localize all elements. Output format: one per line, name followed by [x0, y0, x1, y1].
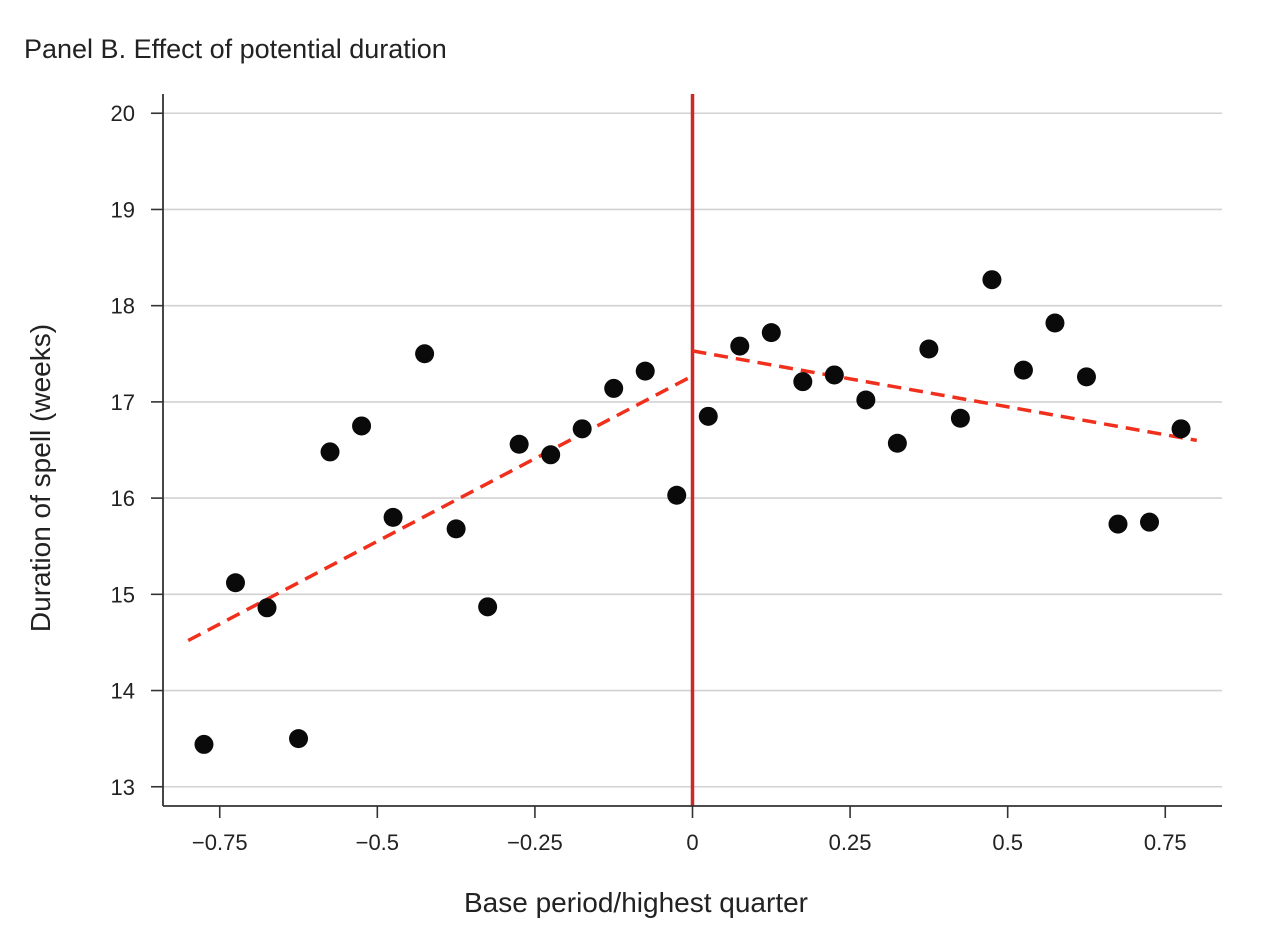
data-point: [604, 378, 624, 398]
x-tick-label: −0.5: [356, 830, 399, 855]
data-point: [509, 434, 529, 454]
data-point: [320, 442, 340, 462]
y-axis-label: Duration of spell (weeks): [25, 324, 56, 632]
data-point: [667, 485, 687, 505]
x-tick-label: 0: [686, 830, 698, 855]
data-point: [1108, 514, 1128, 534]
data-point: [352, 416, 372, 436]
data-point: [761, 323, 781, 343]
x-axis-label: Base period/highest quarter: [464, 887, 808, 918]
x-tick-label: −0.75: [192, 830, 248, 855]
data-point: [982, 270, 1002, 290]
fit-line: [187, 374, 694, 643]
x-ticks: −0.75 −0.5 −0.25 0 0.25 0.5 0.75: [192, 806, 1187, 855]
data-point: [541, 445, 561, 465]
y-tick-label: 13: [111, 775, 135, 800]
data-point: [225, 573, 245, 593]
data-points: [194, 270, 1191, 754]
fit-lines: [187, 349, 1198, 643]
data-point: [635, 361, 655, 381]
data-point: [730, 336, 750, 356]
data-point: [289, 729, 309, 749]
data-point: [257, 598, 277, 618]
y-tick-label: 20: [111, 101, 135, 126]
data-point: [478, 597, 498, 617]
y-tick-label: 16: [111, 486, 135, 511]
data-point: [887, 433, 907, 453]
data-point: [383, 507, 403, 527]
data-point: [1076, 367, 1096, 387]
data-point: [950, 408, 970, 428]
x-tick-label: 0.75: [1144, 830, 1187, 855]
data-point: [1045, 313, 1065, 333]
y-tick-label: 14: [111, 679, 135, 704]
data-point: [856, 390, 876, 410]
x-tick-label: 0.25: [829, 830, 872, 855]
data-point: [919, 339, 939, 359]
data-point: [1140, 512, 1160, 532]
data-point: [824, 365, 844, 385]
data-point: [1171, 419, 1191, 439]
data-point: [415, 344, 435, 364]
data-point: [698, 406, 718, 426]
y-tick-label: 15: [111, 582, 135, 607]
data-point: [793, 372, 813, 392]
y-tick-label: 18: [111, 294, 135, 319]
y-ticks: 13 14 15 16 17 18 19 20: [111, 101, 163, 800]
data-point: [446, 519, 466, 539]
y-tick-label: 17: [111, 390, 135, 415]
data-point: [194, 734, 214, 754]
x-tick-label: 0.5: [992, 830, 1023, 855]
data-point: [1013, 360, 1033, 380]
data-point: [572, 419, 592, 439]
x-tick-label: −0.25: [507, 830, 563, 855]
fit-line: [692, 349, 1198, 443]
y-tick-label: 19: [111, 197, 135, 222]
chart-title: Panel B. Effect of potential duration: [24, 34, 447, 64]
